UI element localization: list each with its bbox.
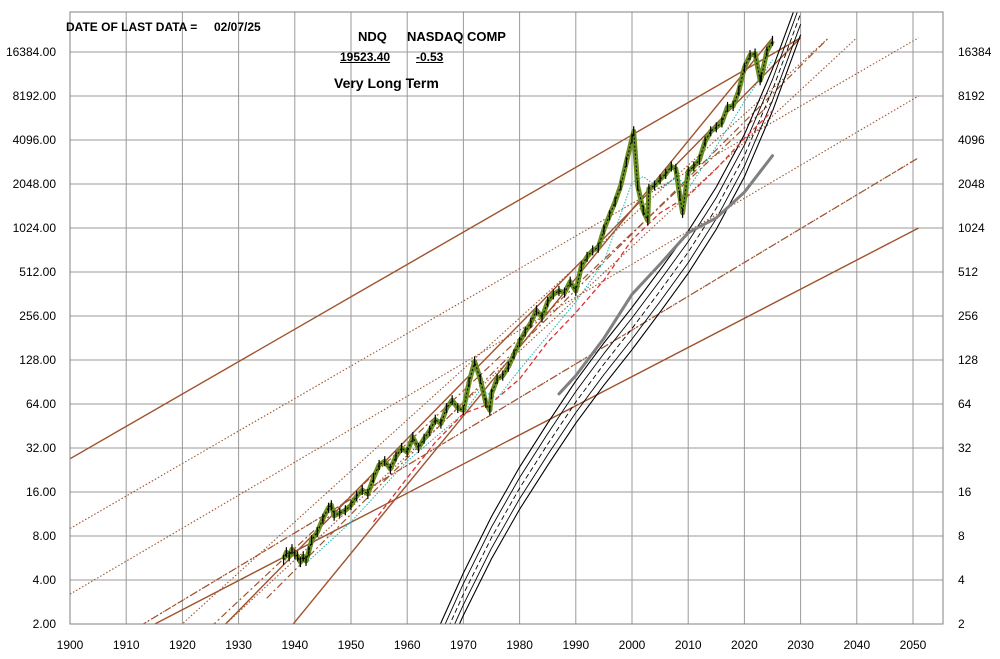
y-tick-label-right: 2 <box>958 617 965 631</box>
moving-averages <box>305 59 774 564</box>
trendline-dotted <box>142 157 919 624</box>
y-tick-labels-right: 2 4 8 16 32 64 128 256 512 1024 2048 4096 8192 16384 <box>958 45 992 631</box>
x-tick-label: 1980 <box>506 638 533 652</box>
x-tick-label: 2010 <box>675 638 702 652</box>
x-tick-label: 2020 <box>731 638 758 652</box>
trendline-dotted <box>70 37 919 529</box>
x-tick-labels: 1900 1910 1920 1930 1940 1950 1960 1970 1980 1990… <box>57 638 927 652</box>
y-tick-label-right: 512 <box>958 265 978 279</box>
y-tick-label-right: 4 <box>958 573 965 587</box>
y-tick-label-right: 32 <box>958 441 972 455</box>
y-tick-label-left: 1024.00 <box>13 221 57 235</box>
y-tick-label-left: 2048.00 <box>13 177 57 191</box>
price-change: -0.53 <box>416 50 444 64</box>
y-tick-label-right: 16 <box>958 485 972 499</box>
y-tick-label-right: 8 <box>958 529 965 543</box>
price-series <box>281 35 775 568</box>
y-tick-label-right: 2048 <box>958 177 985 191</box>
trendline-dotted <box>181 37 830 624</box>
x-tick-label: 1970 <box>450 638 477 652</box>
y-tick-label-left: 4096.00 <box>13 133 57 147</box>
channel-line <box>449 13 802 624</box>
series-ma_gray <box>557 154 774 396</box>
trendline-dashdot <box>142 157 919 624</box>
trendline-solid <box>70 37 801 460</box>
series-ma_short <box>305 59 773 564</box>
x-tick-label: 2000 <box>619 638 646 652</box>
y-tick-label-left: 2.00 <box>33 617 57 631</box>
x-tick-label: 2030 <box>787 638 814 652</box>
channel-line <box>458 34 802 624</box>
y-tick-label-left: 32.00 <box>26 441 56 455</box>
x-tick-label: 2040 <box>843 638 870 652</box>
trendline-solid <box>224 37 802 624</box>
y-tick-label-right: 16384 <box>958 45 992 59</box>
y-tick-labels-left: 2.00 4.00 8.00 16.00 32.00 64.00 128.00 256.00 5… <box>6 45 56 631</box>
y-tick-label-left: 8.00 <box>33 529 57 543</box>
x-tick-label: 1910 <box>113 638 140 652</box>
chart-subtitle: Very Long Term <box>334 75 439 91</box>
y-tick-label-right: 1024 <box>958 221 985 235</box>
y-tick-label-left: 8192.00 <box>13 89 57 103</box>
x-tick-label: 1960 <box>394 638 421 652</box>
ticker-symbol: NDQ <box>358 29 387 44</box>
trendline-dotted <box>70 95 919 595</box>
y-tick-label-left: 16384.00 <box>6 45 56 59</box>
y-tick-label-right: 256 <box>958 309 978 323</box>
trendlines <box>70 37 919 624</box>
last-price: 19523.40 <box>340 50 391 64</box>
price-line <box>281 39 775 565</box>
y-tick-label-left: 512.00 <box>19 265 56 279</box>
price-bars <box>283 40 773 564</box>
y-tick-label-left: 128.00 <box>19 353 56 367</box>
x-tick-label: 1940 <box>281 638 308 652</box>
y-tick-label-left: 256.00 <box>19 309 56 323</box>
plot-border <box>69 11 944 625</box>
y-tick-label-right: 64 <box>958 397 972 411</box>
x-tick-label: 1920 <box>169 638 196 652</box>
trendline-dotted <box>224 37 858 624</box>
trendline-dashdot <box>266 37 830 599</box>
steep-channel <box>439 12 802 624</box>
series-ma_long <box>372 110 773 523</box>
x-tick-label: 1900 <box>57 638 84 652</box>
index-name: NASDAQ COMP <box>407 29 506 44</box>
date-of-last-data-value: 02/07/25 <box>214 20 261 34</box>
date-of-last-data-label: DATE OF LAST DATA = <box>66 20 198 34</box>
x-tick-label: 1950 <box>338 638 365 652</box>
plot-area <box>70 12 919 624</box>
trendline-solid <box>153 227 919 624</box>
y-tick-label-left: 4.00 <box>33 573 57 587</box>
y-tick-label-right: 4096 <box>958 133 985 147</box>
y-tick-label-left: 64.00 <box>26 397 56 411</box>
x-tick-label: 1930 <box>225 638 252 652</box>
x-tick-label: 2050 <box>900 638 927 652</box>
channel-line <box>454 24 802 624</box>
y-tick-label-right: 128 <box>958 353 978 367</box>
channel-line <box>444 12 798 624</box>
x-tick-label: 1990 <box>562 638 589 652</box>
y-tick-label-left: 16.00 <box>26 485 56 499</box>
y-tick-label-right: 8192 <box>958 89 985 103</box>
